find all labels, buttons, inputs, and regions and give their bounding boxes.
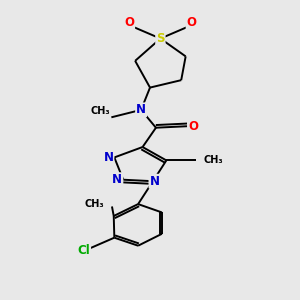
Text: N: N [112, 173, 122, 186]
Text: CH₃: CH₃ [203, 155, 223, 165]
Text: O: O [124, 16, 134, 29]
Text: N: N [136, 103, 146, 116]
Text: Cl: Cl [77, 244, 90, 257]
Text: O: O [187, 16, 196, 29]
Text: N: N [149, 175, 160, 188]
Text: CH₃: CH₃ [90, 106, 110, 116]
Text: N: N [103, 151, 113, 164]
Text: CH₃: CH₃ [85, 199, 104, 209]
Text: O: O [188, 120, 198, 133]
Text: methyl: methyl [105, 115, 110, 116]
Text: S: S [156, 32, 165, 45]
